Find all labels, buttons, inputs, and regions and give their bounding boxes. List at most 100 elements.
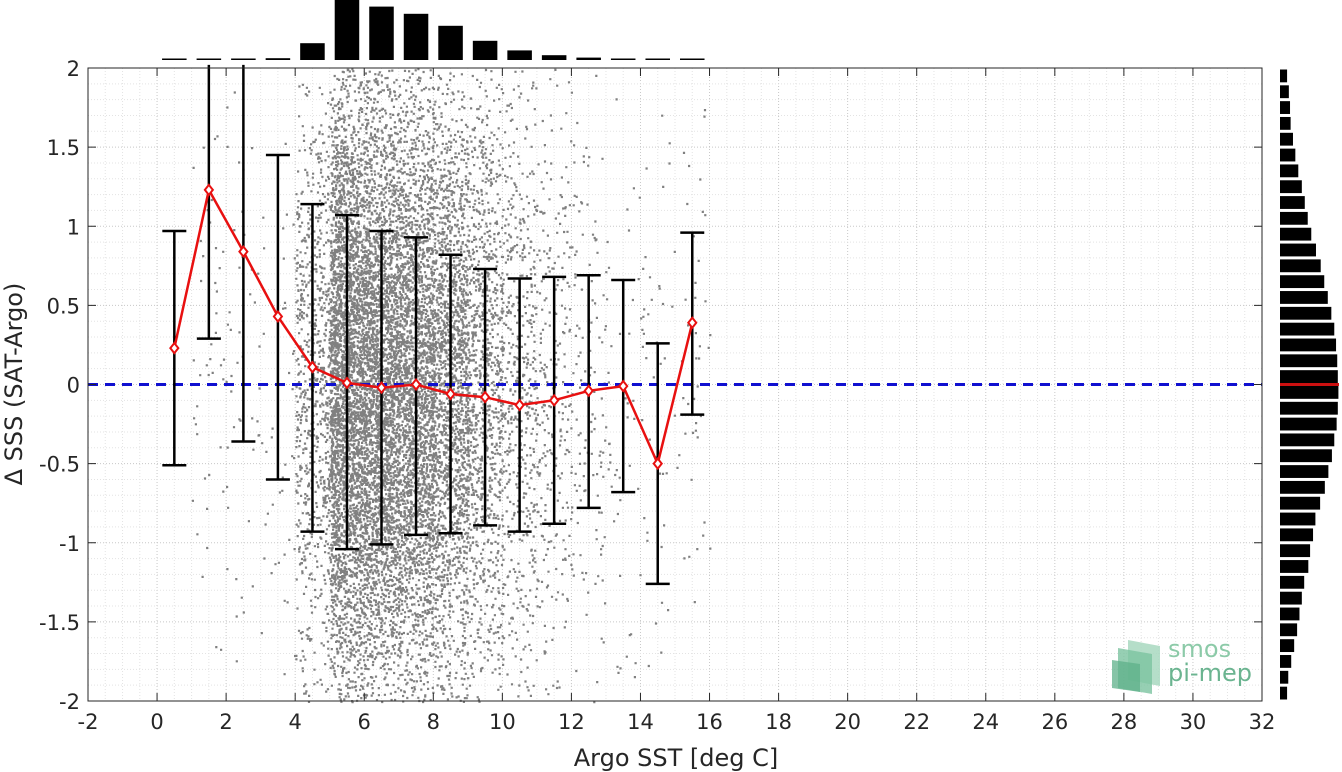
top-histogram-bar: [196, 58, 222, 60]
y-tick-label: -1: [59, 532, 80, 556]
right-histogram-bar: [1280, 243, 1316, 257]
top-histogram-bar: [680, 58, 705, 60]
mean-marker: [479, 390, 491, 404]
right-histogram: [1280, 69, 1339, 700]
y-tick-label: -2: [59, 690, 80, 714]
x-tick-label: 20: [834, 710, 861, 734]
mean-marker: [548, 393, 560, 407]
right-histogram-bar: [1280, 639, 1295, 653]
y-tick-label: 0.5: [47, 294, 80, 318]
mean-marker: [341, 376, 353, 390]
top-histogram: [162, 0, 705, 61]
right-histogram-bar: [1280, 338, 1337, 352]
mean-series: [169, 183, 698, 471]
top-histogram-bar: [472, 40, 498, 60]
top-histogram-bar: [438, 25, 463, 60]
x-tick-label: 14: [627, 710, 654, 734]
mean-marker: [410, 377, 422, 392]
mean-marker: [617, 379, 629, 393]
right-histogram-bar: [1280, 607, 1300, 621]
x-tick-label: 18: [765, 710, 792, 734]
x-tick-label: 24: [972, 710, 999, 734]
x-tick-label: 12: [558, 710, 585, 734]
right-histogram-bar: [1280, 196, 1305, 209]
right-histogram-bar: [1280, 370, 1338, 383]
right-histogram-bar: [1280, 433, 1335, 447]
right-histogram-bar: [1280, 575, 1305, 589]
right-histogram-bar: [1280, 417, 1337, 431]
x-tick-label: 6: [358, 710, 371, 734]
right-histogram-bar: [1280, 496, 1321, 510]
top-histogram-bar: [300, 43, 325, 60]
top-histogram-bar: [576, 57, 601, 60]
x-tick-label: 28: [1111, 710, 1138, 734]
top-histogram-bar: [610, 58, 636, 60]
right-histogram-bar: [1280, 211, 1308, 225]
x-tick-label: 26: [1041, 710, 1068, 734]
right-histogram-bar: [1280, 291, 1328, 304]
mean-marker: [514, 398, 525, 412]
x-tick-label: -2: [78, 710, 99, 734]
right-histogram-bar: [1280, 148, 1296, 162]
right-histogram-bar: [1280, 401, 1338, 415]
right-histogram-bar: [1280, 512, 1316, 526]
x-tick-label: 22: [903, 710, 930, 734]
right-histogram-bar: [1280, 591, 1302, 605]
x-tick-label: 16: [696, 710, 723, 734]
right-histogram-bar: [1280, 465, 1329, 478]
right-histogram-bar: [1280, 180, 1302, 194]
top-histogram-bar: [369, 6, 394, 61]
y-tick-label: 1.5: [47, 136, 80, 160]
x-tick-label: 32: [1249, 710, 1276, 734]
top-histogram-bar: [265, 58, 291, 60]
x-tick-label: 8: [427, 710, 440, 734]
x-tick-label: 4: [288, 710, 301, 734]
right-histogram-bar: [1280, 544, 1311, 558]
right-histogram-bar: [1280, 322, 1335, 336]
right-histogram-bar: [1280, 116, 1291, 130]
x-tick-label: 0: [150, 710, 163, 734]
top-histogram-bar: [645, 58, 670, 60]
y-axis-label: Δ SSS (SAT-Argo): [0, 283, 28, 486]
mean-marker: [686, 316, 698, 330]
top-histogram-bar: [403, 13, 429, 61]
right-histogram-bar: [1280, 354, 1338, 368]
right-histogram-bar: [1280, 132, 1293, 146]
right-histogram-bar: [1280, 85, 1289, 99]
mean-marker: [376, 381, 387, 395]
main-plot-area: smos pi-mep: [87, 64, 1263, 704]
right-histogram-bar: [1280, 449, 1332, 463]
right-histogram-bar: [1280, 306, 1332, 320]
logo-mark-icon: [1112, 640, 1160, 694]
mean-marker: [203, 183, 215, 197]
top-histogram-bar: [541, 55, 567, 60]
mean-marker: [307, 360, 318, 374]
x-axis-label: Argo SST [deg C]: [574, 744, 779, 772]
mean-marker: [445, 387, 456, 401]
y-tick-label: 0: [67, 374, 80, 398]
right-histogram-bar: [1280, 69, 1288, 83]
mean-marker: [169, 341, 180, 355]
right-histogram-bar: [1280, 623, 1298, 637]
smos-pi-mep-logo: smos pi-mep: [1112, 635, 1252, 694]
right-histogram-bar: [1280, 560, 1309, 573]
top-histogram-bar: [507, 50, 532, 60]
right-histogram-bar: [1280, 386, 1339, 399]
x-tick-label: 30: [1180, 710, 1207, 734]
x-tick-label: 10: [489, 710, 516, 734]
error-bar: [196, 64, 221, 340]
right-histogram-bar: [1280, 686, 1288, 700]
right-histogram-bar: [1280, 528, 1314, 542]
y-tick-label: 2: [67, 57, 80, 81]
x-axis-ticks: -2 0 2 4 6 8 10 12 14 16 18 20 22 24 26 28 30 32: [78, 68, 1276, 734]
mean-marker: [238, 244, 249, 259]
y-tick-label: 1: [67, 215, 80, 239]
right-histogram-bar: [1280, 164, 1299, 178]
right-histogram-bar: [1280, 259, 1321, 273]
y-axis-ticks: 2 1.5 1 0.5 0 -0.5 -1 -1.5 -2: [39, 57, 1262, 714]
x-tick-label: 2: [219, 710, 232, 734]
right-histogram-bar: [1280, 101, 1291, 114]
right-histogram-bar: [1280, 275, 1325, 289]
top-histogram-bar: [231, 58, 256, 60]
